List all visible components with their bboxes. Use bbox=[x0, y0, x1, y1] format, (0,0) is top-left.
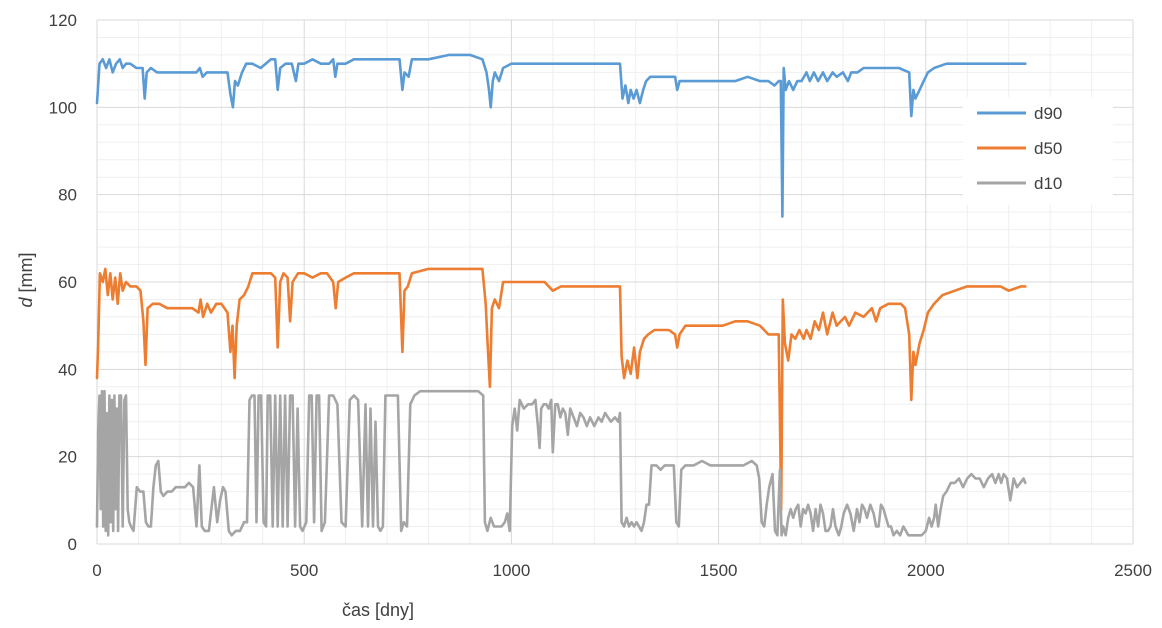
y-tick-label: 80 bbox=[58, 186, 77, 205]
series-layer bbox=[95, 53, 1027, 537]
series-line-d50 bbox=[95, 267, 1027, 511]
legend-label-d90: d90 bbox=[1034, 104, 1062, 123]
x-tick-label: 2500 bbox=[1114, 561, 1152, 580]
y-axis-title-unit: [mm] bbox=[16, 252, 36, 297]
legend-background bbox=[963, 97, 1113, 205]
x-axis-tick-labels: 0 500 1000 1500 2000 2500 bbox=[92, 561, 1152, 580]
y-axis-tick-labels: 0 20 40 60 80 100 120 bbox=[49, 11, 77, 554]
x-tick-label: 0 bbox=[92, 561, 101, 580]
x-tick-label: 1000 bbox=[492, 561, 530, 580]
x-tick-label: 500 bbox=[290, 561, 318, 580]
x-axis-title: čas [dny] bbox=[342, 600, 414, 620]
legend-label-d50: d50 bbox=[1034, 139, 1062, 158]
legend-label-d10: d10 bbox=[1034, 174, 1062, 193]
x-tick-label: 1500 bbox=[700, 561, 738, 580]
y-tick-label: 60 bbox=[58, 273, 77, 292]
y-tick-label: 0 bbox=[68, 535, 77, 554]
y-tick-label: 120 bbox=[49, 11, 77, 30]
y-axis-title: d [mm] bbox=[16, 252, 36, 307]
x-tick-label: 2000 bbox=[907, 561, 945, 580]
y-tick-label: 100 bbox=[49, 98, 77, 117]
y-axis-title-symbol: d bbox=[16, 297, 36, 308]
series-line-d10 bbox=[95, 389, 1027, 537]
series-line-d90 bbox=[95, 53, 1027, 218]
y-tick-label: 40 bbox=[58, 360, 77, 379]
y-tick-label: 20 bbox=[58, 448, 77, 467]
legend: d90 d50 d10 bbox=[963, 97, 1113, 205]
